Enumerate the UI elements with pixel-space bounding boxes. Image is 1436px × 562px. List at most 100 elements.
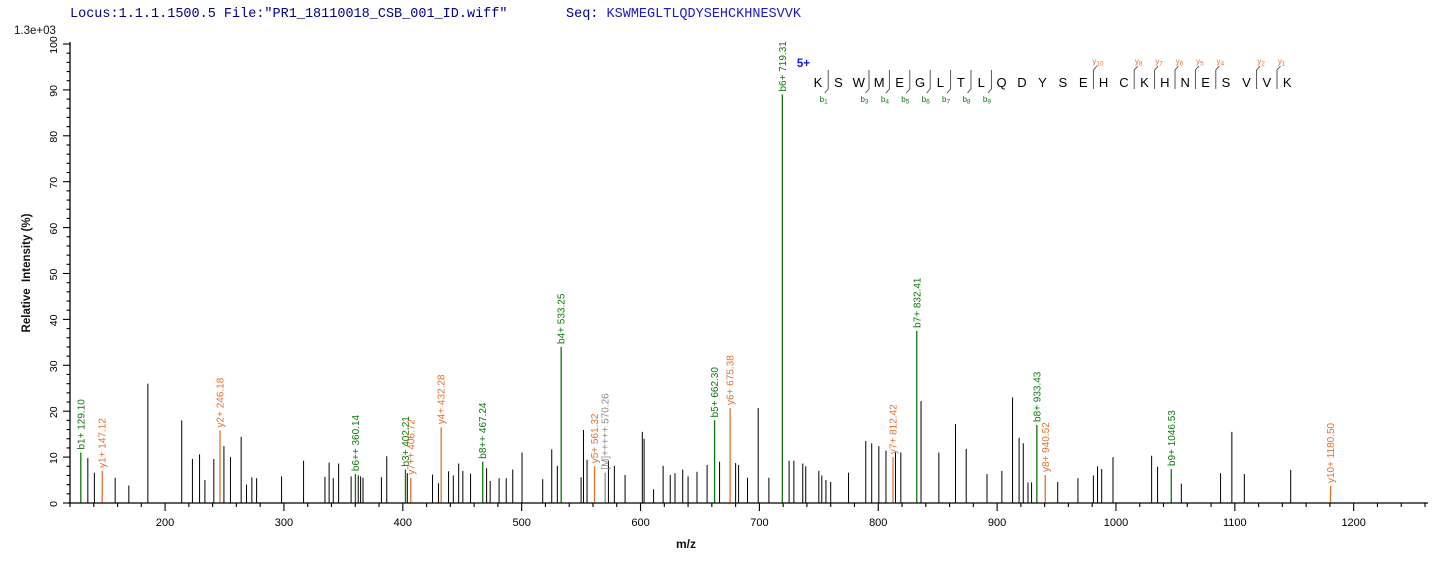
b-ion-hook xyxy=(967,88,972,94)
b-ion-hook xyxy=(905,88,911,94)
intensity-scale-max: 1.3e+03 xyxy=(14,25,56,37)
y-ion-hook xyxy=(1133,65,1139,71)
sequence-residue: Q xyxy=(997,75,1007,90)
sequence-residue: H xyxy=(1099,75,1108,90)
x-tick-label: 500 xyxy=(512,517,530,529)
sequence-residue: M xyxy=(874,75,885,90)
sequence-residue: E xyxy=(1079,75,1088,90)
peak-label: b8+ 933.43 xyxy=(1032,371,1043,422)
b-ion-marker: b3 xyxy=(860,95,868,106)
b-ion-hook xyxy=(885,88,890,94)
sequence-residue: L xyxy=(978,75,985,90)
b-ion-marker: b7 xyxy=(942,95,950,106)
peak-label: y1+ 147.12 xyxy=(98,418,109,468)
x-tick-label: 1000 xyxy=(1104,517,1128,529)
x-tick-label: 700 xyxy=(750,517,768,529)
x-tick-label: 900 xyxy=(988,517,1006,529)
x-tick-label: 400 xyxy=(394,517,412,529)
peak-label: y6+ 675.38 xyxy=(726,355,737,405)
peak-label: b8++ 467.24 xyxy=(478,402,489,459)
sequence-residue: S xyxy=(834,75,843,90)
sequence-residue: K xyxy=(814,75,823,90)
peak-label: y4+ 432.28 xyxy=(437,374,448,424)
peak-label: b5+ 662.30 xyxy=(710,367,721,418)
y-tick-label: 40 xyxy=(48,314,60,326)
sequence-residue: T xyxy=(957,75,965,90)
x-tick-label: 200 xyxy=(156,517,174,529)
x-tick-label: 1200 xyxy=(1341,517,1365,529)
y-ion-hook xyxy=(1093,65,1098,71)
sequence-residue: S xyxy=(1058,75,1067,90)
peak-label: y2+ 246.18 xyxy=(215,377,226,427)
sequence-residue: N xyxy=(1181,75,1190,90)
peak-label: y7++ 406.72 xyxy=(406,419,417,475)
y-ion-hook xyxy=(1256,65,1261,71)
sequence-residue: E xyxy=(895,75,904,90)
y-ion-hook xyxy=(1174,65,1179,71)
sequence-residue: W xyxy=(853,75,866,90)
peak-label: b1+ 129.10 xyxy=(76,399,87,450)
x-tick-label: 1100 xyxy=(1223,517,1247,529)
y-ion-marker: y10 xyxy=(1092,57,1104,68)
seq-label: Seq: xyxy=(566,7,607,22)
sequence-residue: D xyxy=(1017,75,1026,90)
y-ion-hook xyxy=(1195,65,1200,71)
x-tick-label: 300 xyxy=(275,517,293,529)
b-ion-marker: b9 xyxy=(983,95,991,106)
y-tick-label: 0 xyxy=(48,501,60,507)
sequence-header: Seq: KSWMEGLTLQDYSEHCKHNESVVK xyxy=(566,7,801,22)
x-tick-label: 600 xyxy=(631,517,649,529)
y-tick-label: 70 xyxy=(48,177,60,189)
peak-label: b9+ 1046.53 xyxy=(1167,410,1178,466)
peak-label: b6++ 360.14 xyxy=(351,414,362,471)
y-tick-label: 10 xyxy=(48,452,60,464)
x-tick-label: 800 xyxy=(869,517,887,529)
sequence-residue: K xyxy=(1140,75,1149,90)
sequence-residue: H xyxy=(1160,75,1169,90)
sequence-residue: L xyxy=(937,75,944,90)
y-ion-hook xyxy=(1154,65,1159,71)
b-ion-marker: b8 xyxy=(962,95,970,106)
seq-value: KSWMEGLTLQDYSEHCKHNESVVK xyxy=(606,7,801,22)
b-ion-marker: b6 xyxy=(922,95,930,106)
b-ion-marker: b5 xyxy=(901,95,909,106)
b-ion-hook xyxy=(926,88,931,94)
x-axis-title: m/z xyxy=(675,537,696,551)
sequence-residue: V xyxy=(1262,75,1271,90)
y-ion-marker: y2 xyxy=(1257,57,1265,68)
peak-label: y8+ 940.52 xyxy=(1041,422,1052,472)
b-ion-hook xyxy=(865,88,870,94)
b-ion-hook xyxy=(987,88,992,94)
y-ion-marker: y1 xyxy=(1278,57,1286,68)
y-ion-marker: y8 xyxy=(1135,57,1143,68)
y-ion-hook xyxy=(1276,65,1281,71)
sequence-residue: Y xyxy=(1038,75,1047,90)
peak-label: [M]+++++ 570.26 xyxy=(601,393,612,470)
locus-file-header: Locus:1.1.1.1500.5 File:"PR1_18110018_CS… xyxy=(70,7,508,22)
peak-label: b6+ 719.31 xyxy=(778,41,789,92)
peak-label: b3+ 402.21 xyxy=(401,416,412,467)
b-ion-hook xyxy=(824,88,829,94)
y-tick-label: 80 xyxy=(48,131,60,143)
y-tick-label: 30 xyxy=(48,360,60,372)
b-ion-marker: b1 xyxy=(820,95,828,106)
precursor-charge-label: 5+ xyxy=(797,58,810,70)
sequence-residue: E xyxy=(1201,75,1210,90)
peak-label: y7+ 812.42 xyxy=(889,404,900,454)
peak-label: b7+ 832.41 xyxy=(912,277,923,328)
peak-label: y5+ 561.32 xyxy=(590,413,601,463)
y-ion-marker: y6 xyxy=(1176,57,1184,68)
sequence-residue: G xyxy=(915,75,925,90)
sequence-residue: C xyxy=(1119,75,1128,90)
y-tick-label: 60 xyxy=(48,223,60,235)
y-ion-marker: y7 xyxy=(1155,57,1163,68)
y-ion-marker: y4 xyxy=(1216,57,1224,68)
peak-label: y10+ 1180.50 xyxy=(1326,422,1337,483)
b-ion-marker: b4 xyxy=(881,95,889,106)
y-ion-hook xyxy=(1215,65,1220,71)
y-ion-marker: y5 xyxy=(1196,57,1204,68)
y-tick-label: 90 xyxy=(48,85,60,97)
y-tick-label: 100 xyxy=(48,36,60,54)
y-tick-label: 20 xyxy=(48,406,60,418)
